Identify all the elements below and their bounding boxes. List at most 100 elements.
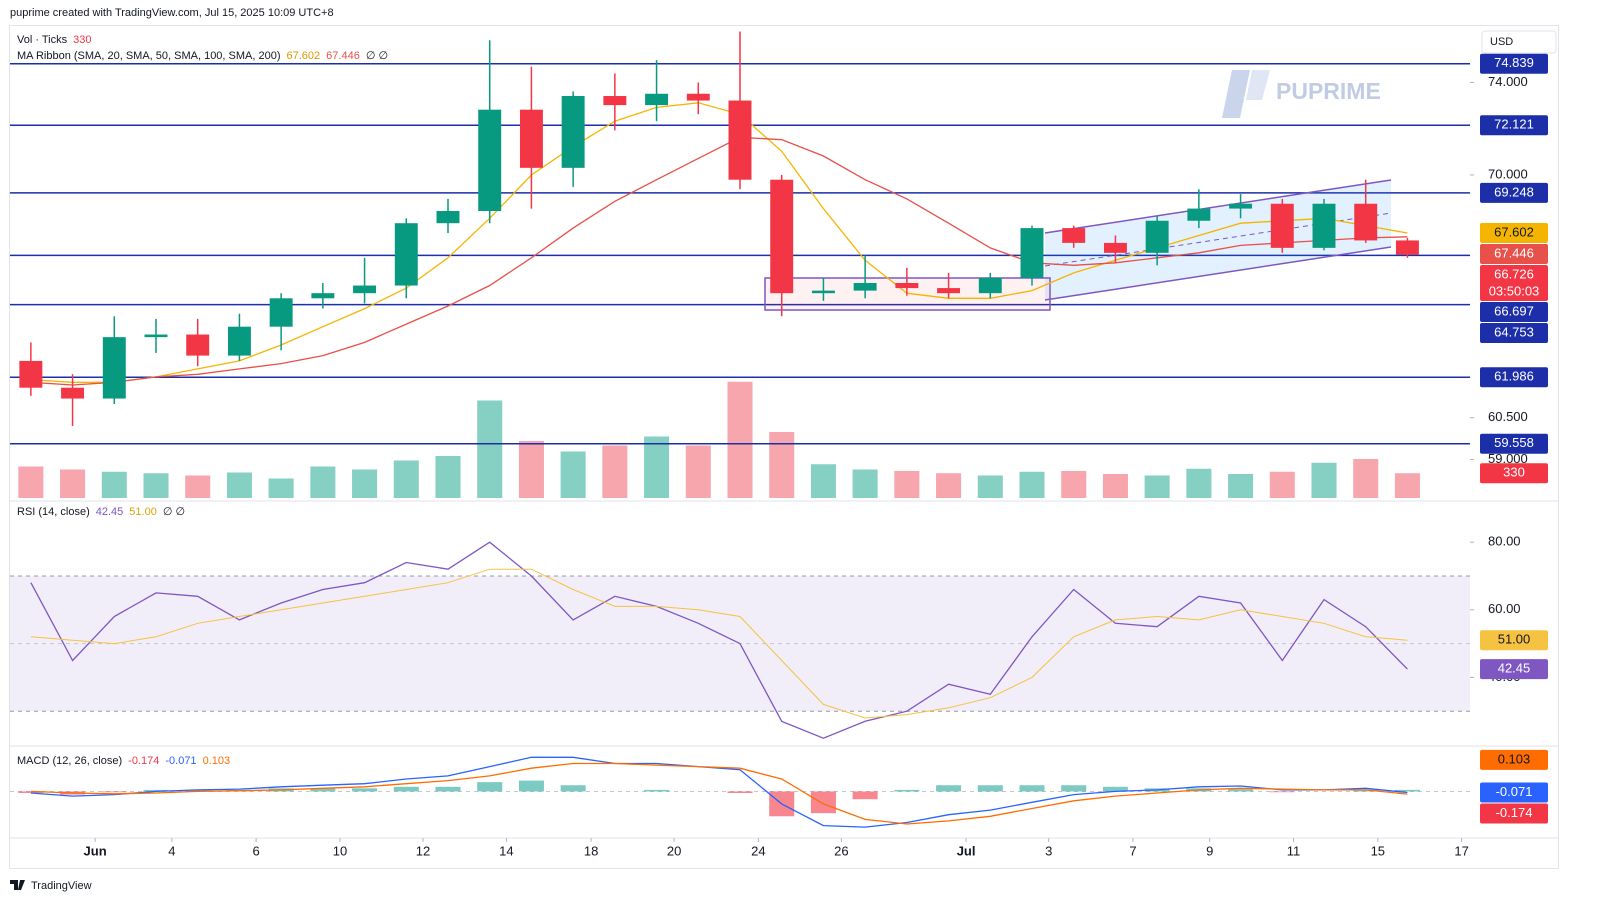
footer: TradingView: [10, 880, 92, 892]
volume-bar: [769, 432, 795, 498]
x-tick-label: 11: [1287, 843, 1301, 858]
legend-name: MA Ribbon (SMA, 20, SMA, 50, SMA, 100, S…: [17, 50, 281, 62]
volume-bar: [310, 466, 336, 498]
volume-bar: [1228, 474, 1254, 498]
axis-label-box: [1480, 243, 1548, 264]
volume-bar: [644, 436, 670, 498]
axis-label-box: [1480, 803, 1548, 824]
watermark-logo: [1246, 70, 1270, 100]
legend-name: RSI (14, close): [17, 506, 90, 518]
candle-body: [1187, 208, 1211, 221]
candle-body: [1312, 203, 1336, 248]
axis-label: -0.174: [1496, 805, 1533, 820]
axis-label-box: [1480, 301, 1548, 322]
candle-body: [102, 337, 126, 399]
candle-body: [186, 334, 210, 356]
candle-body: [227, 326, 251, 356]
axis-label: 67.446: [1494, 245, 1534, 260]
footer-text: TradingView: [31, 880, 92, 892]
volume-bar: [518, 441, 544, 498]
channel-bottom: [1044, 246, 1392, 301]
macd-histogram-bar: [977, 785, 1003, 792]
macd-histogram-bar: [1269, 791, 1295, 793]
axis-label: 69.248: [1494, 184, 1534, 199]
legend-name: Vol · Ticks: [17, 34, 68, 46]
volume-bar: [1102, 474, 1128, 498]
macd-histogram-bar: [435, 786, 461, 792]
macd-histogram-bar: [852, 791, 878, 800]
volume-bar: [852, 469, 878, 498]
macd-histogram-bar: [1394, 789, 1420, 792]
x-tick-label: 20: [667, 843, 681, 858]
axis-label-box: [1480, 367, 1548, 388]
x-tick-label: 9: [1206, 843, 1213, 858]
volume-bar: [60, 469, 86, 498]
volume-bar: [1019, 471, 1045, 498]
y-tick-label: 60.500: [1488, 409, 1528, 424]
axis-label-box: [1480, 630, 1548, 651]
x-tick-label: 18: [584, 843, 598, 858]
x-tick-label: 3: [1045, 843, 1052, 858]
volume-bar: [101, 471, 127, 498]
volume-bar: [435, 456, 461, 498]
candle-body: [519, 109, 543, 168]
legend-value: -0.174: [128, 755, 159, 767]
volume-bar: [560, 451, 586, 498]
candle-body: [478, 109, 502, 212]
candle-body: [1270, 203, 1294, 248]
watermark-text: PUPRIME: [1276, 78, 1381, 104]
footer-logo: [10, 880, 25, 890]
x-tick-label: 6: [252, 843, 259, 858]
chart-title: puprime created with TradingView.com, Ju…: [10, 7, 334, 19]
x-tick-label: 26: [834, 843, 848, 858]
volume-bar: [143, 473, 169, 498]
rsi-line: [30, 568, 1408, 719]
macd-line: [30, 762, 1408, 825]
axis-label-box: [1480, 222, 1548, 243]
volume-bar: [477, 400, 503, 498]
axis-label: 74.839: [1494, 55, 1534, 70]
macd-histogram-bar: [352, 788, 378, 792]
volume-bar: [685, 445, 711, 498]
legend-value: -0.071: [165, 755, 196, 767]
volume-legend: Vol · Ticks 330: [17, 34, 91, 46]
macd-histogram-bar: [560, 785, 586, 792]
axis-label: -0.071: [1496, 784, 1533, 799]
volume-bar: [810, 464, 836, 498]
volume-bar: [894, 471, 920, 498]
x-tick-label: 4: [168, 843, 175, 858]
axis-label-box: [1480, 749, 1548, 770]
macd-histogram-bar: [1228, 789, 1254, 792]
macd-legend: MACD (12, 26, close) -0.174 -0.071 0.103: [17, 755, 230, 767]
macd-line: [30, 756, 1408, 828]
rsi-legend: RSI (14, close) 42.45 51.00 ∅ ∅: [17, 506, 185, 518]
candle-body: [61, 387, 85, 399]
axis-label: 67.602: [1494, 224, 1534, 239]
candle-body: [728, 100, 752, 180]
candle-body: [1354, 203, 1378, 241]
x-tick-label: Jun: [84, 843, 107, 858]
macd-histogram-bar: [894, 789, 920, 792]
volume-bar: [352, 469, 378, 498]
x-tick-label: 14: [499, 843, 513, 858]
candle-body: [436, 211, 460, 224]
axis-label-box: [1480, 463, 1548, 484]
currency: USD: [1490, 36, 1513, 48]
candle-body: [311, 293, 335, 299]
macd-histogram-bar: [143, 789, 169, 792]
candle-body: [1229, 203, 1253, 209]
macd-histogram-bar: [644, 789, 670, 792]
axis-label-box: [1480, 782, 1548, 803]
axis-label-box: [1480, 659, 1548, 680]
y-tick-label: 70.000: [1488, 166, 1528, 181]
axis-label-box: [1480, 182, 1548, 203]
candle-body: [1395, 240, 1419, 255]
candle-body: [394, 223, 418, 286]
macd-histogram-bar: [393, 786, 419, 792]
candle-body: [1103, 242, 1127, 253]
candle-body: [978, 277, 1002, 294]
candle-body: [1062, 228, 1086, 243]
candle-body: [770, 179, 794, 294]
frame: [9, 25, 1559, 869]
